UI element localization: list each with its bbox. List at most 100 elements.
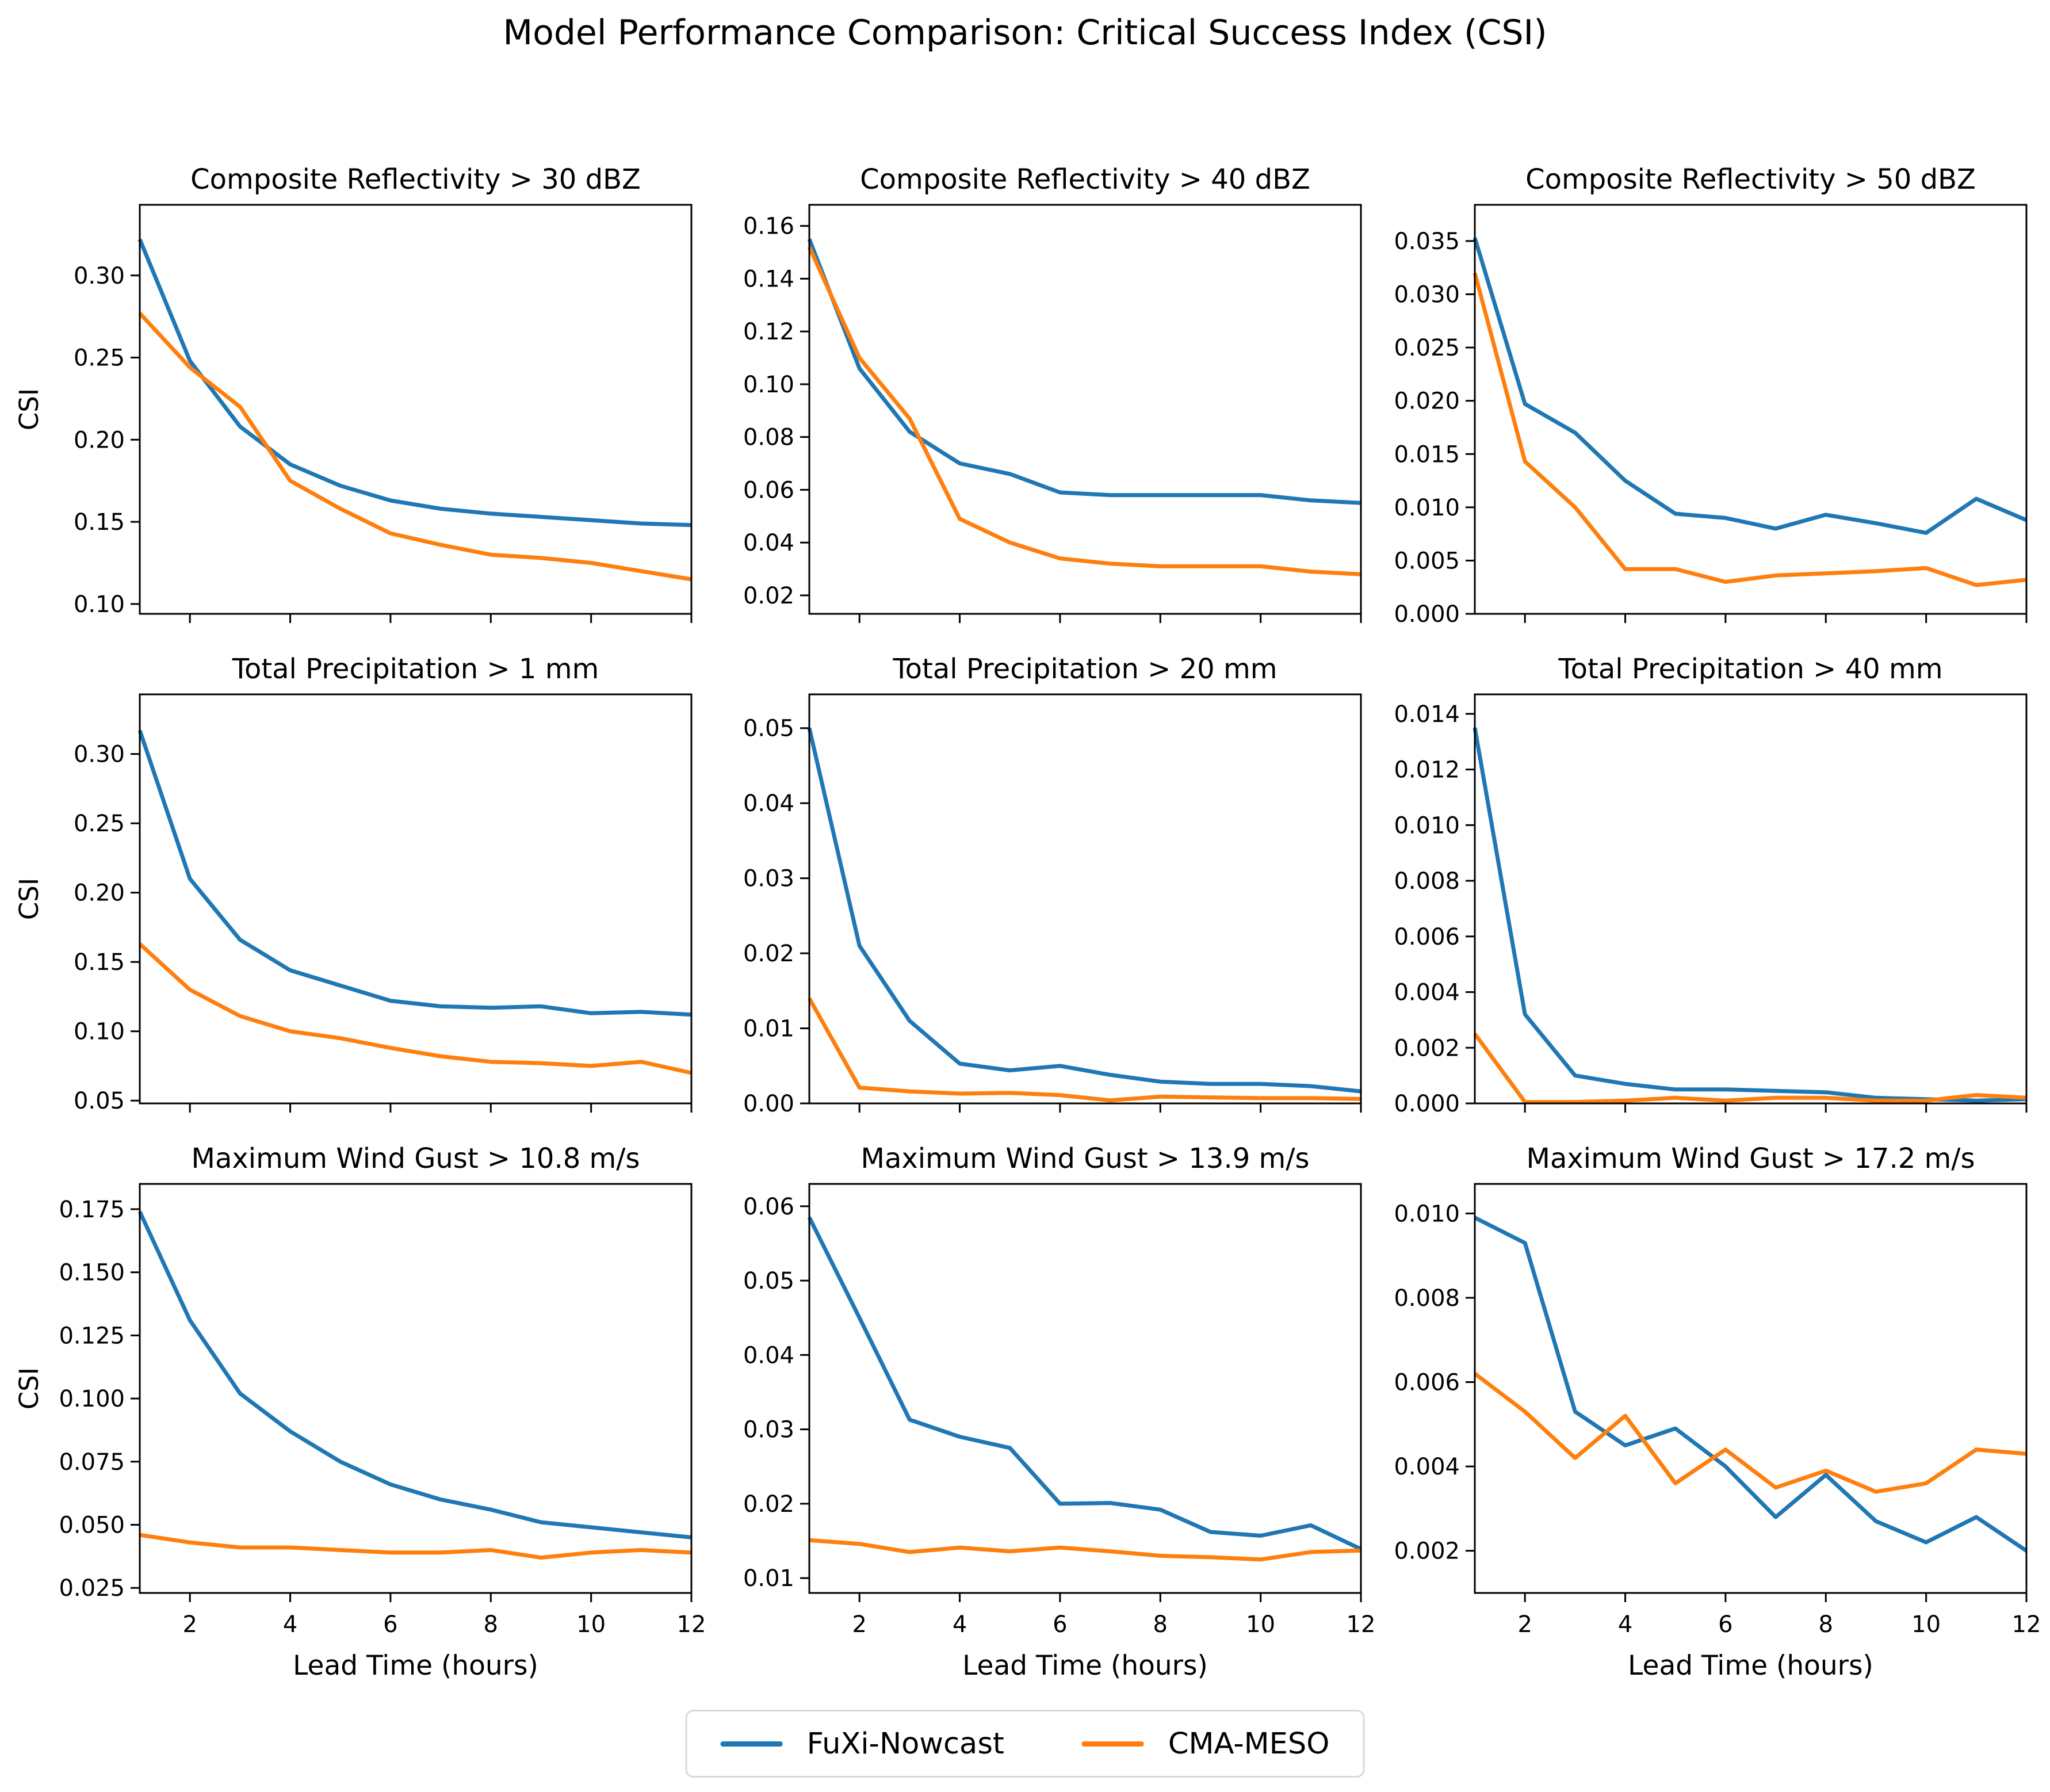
plot-area <box>1474 693 2028 1105</box>
y-tick-label: 0.00 <box>743 1091 794 1117</box>
y-tick-label: 0.05 <box>743 716 794 742</box>
chart-composite-reflectivity-40-dbz: Composite Reflectivity > 40 dBZ 0.02 0.04 0… <box>743 163 1362 623</box>
legend-label-fuxi-nowcast: FuXi-Nowcast <box>806 1726 1004 1761</box>
series-line-cma-meso <box>138 942 692 1075</box>
y-tick-label: 0.015 <box>1394 441 1460 468</box>
legend: FuXi-Nowcast CMA-MESO <box>685 1710 1365 1778</box>
y-tick-label: 0.01 <box>743 1016 794 1042</box>
y-tick-label: 0.010 <box>1394 812 1460 839</box>
y-tick-label: 0.100 <box>59 1386 125 1412</box>
series-line-cma-meso <box>1473 1033 2027 1105</box>
y-tick-label: 0.008 <box>1394 1285 1460 1312</box>
y-tick-label: 0.000 <box>1394 601 1460 628</box>
legend-line-cma-meso-icon <box>1081 1741 1144 1747</box>
subplot-title: Maximum Wind Gust > 10.8 m/s <box>192 1143 640 1175</box>
x-axis-label: Lead Time (hours) <box>1628 1650 1873 1682</box>
x-axis-label: Lead Time (hours) <box>293 1650 538 1682</box>
y-tick-label: 0.05 <box>743 1268 794 1294</box>
series-line-cma-meso <box>139 1533 692 1560</box>
y-tick-label: 0.06 <box>743 1194 794 1220</box>
y-tick-label: 0.01 <box>743 1565 794 1592</box>
y-tick-label: 0.014 <box>1394 701 1460 728</box>
y-tick-label: 0.010 <box>1394 495 1460 521</box>
plot-area <box>1474 1183 2028 1594</box>
y-tick-label: 0.10 <box>743 372 794 398</box>
subplot-title: Composite Reflectivity > 50 dBZ <box>1525 163 1976 196</box>
y-axis-label: CSI <box>14 388 44 430</box>
y-tick-label: 0.04 <box>743 530 794 556</box>
series-line-fuxi-nowcast <box>137 238 692 528</box>
y-tick-label: 0.02 <box>743 1491 794 1518</box>
subplot-title: Composite Reflectivity > 30 dBZ <box>190 163 641 196</box>
series-line-cma-meso <box>1473 1372 2027 1494</box>
y-tick-label: 0.05 <box>74 1088 125 1114</box>
chart-maximum-wind-gust-10.8-m-s: Maximum Wind Gust > 10.8 m/s 0.025 0.050 0.… <box>14 1143 706 1682</box>
y-tick-label: 0.25 <box>74 345 125 372</box>
series-line-cma-meso <box>138 312 692 582</box>
x-tick-label: 4 <box>953 1611 967 1638</box>
y-tick-label: 0.050 <box>59 1512 125 1539</box>
subplot-title: Maximum Wind Gust > 13.9 m/s <box>861 1143 1310 1175</box>
series-line-cma-meso <box>807 246 1361 576</box>
y-axis-label: CSI <box>14 1367 44 1409</box>
y-tick-label: 0.03 <box>743 866 794 892</box>
series-line-fuxi-nowcast <box>137 1210 692 1539</box>
subplot-title: Total Precipitation > 20 mm <box>893 653 1278 685</box>
chart-total-precipitation-20-mm: Total Precipitation > 20 mm 0.00 0.01 0.02 0… <box>743 653 1362 1117</box>
y-tick-label: 0.10 <box>74 1019 125 1045</box>
y-tick-label: 0.15 <box>74 949 125 976</box>
legend-label-cma-meso: CMA-MESO <box>1168 1726 1330 1761</box>
x-tick-label: 12 <box>2012 1611 2041 1638</box>
x-tick-label: 6 <box>1053 1611 1067 1638</box>
subplot-title: Maximum Wind Gust > 17.2 m/s <box>1527 1143 1975 1175</box>
plot-area <box>139 204 693 615</box>
y-tick-label: 0.06 <box>743 477 794 503</box>
chart-maximum-wind-gust-13.9-m-s: Maximum Wind Gust > 13.9 m/s 0.01 0.02 0.03… <box>743 1143 1376 1682</box>
y-tick-label: 0.020 <box>1394 388 1460 415</box>
subplot-title: Total Precipitation > 1 mm <box>232 653 599 685</box>
y-tick-label: 0.006 <box>1394 1370 1460 1396</box>
chart-composite-reflectivity-50-dbz: Composite Reflectivity > 50 dBZ 0.000 0.00… <box>1394 163 2028 628</box>
x-tick-label: 2 <box>852 1611 866 1638</box>
legend-line-fuxi-nowcast-icon <box>720 1741 783 1747</box>
chart-maximum-wind-gust-17.2-m-s: Maximum Wind Gust > 17.2 m/s 0.002 0.004 0.… <box>1394 1143 2041 1682</box>
x-tick-label: 10 <box>1911 1611 1941 1638</box>
series-line-cma-meso <box>1473 272 2027 587</box>
y-tick-label: 0.03 <box>743 1417 794 1443</box>
y-tick-label: 0.175 <box>59 1197 125 1223</box>
x-tick-label: 4 <box>283 1611 297 1638</box>
y-tick-label: 0.010 <box>1394 1201 1460 1227</box>
y-tick-label: 0.04 <box>743 1342 794 1369</box>
y-tick-label: 0.10 <box>74 591 125 618</box>
series-line-fuxi-nowcast <box>807 727 1361 1094</box>
series-line-fuxi-nowcast <box>1473 727 2027 1103</box>
y-tick-label: 0.006 <box>1394 924 1460 950</box>
chart-total-precipitation-40-mm: Total Precipitation > 40 mm 0.000 0.002 0.0… <box>1394 653 2028 1117</box>
y-tick-label: 0.002 <box>1394 1538 1460 1565</box>
series-line-cma-meso <box>807 997 1361 1103</box>
y-tick-label: 0.20 <box>74 427 125 453</box>
series-line-fuxi-nowcast <box>807 238 1361 505</box>
y-tick-label: 0.000 <box>1394 1091 1460 1117</box>
y-tick-label: 0.15 <box>74 509 125 536</box>
series-line-cma-meso <box>809 1538 1361 1562</box>
series-line-fuxi-nowcast <box>1473 237 2028 535</box>
x-tick-label: 4 <box>1618 1611 1632 1638</box>
legend-item-fuxi-nowcast: FuXi-Nowcast <box>720 1726 1004 1761</box>
x-tick-label: 2 <box>1517 1611 1532 1638</box>
x-tick-label: 10 <box>576 1611 606 1638</box>
chart-total-precipitation-1-mm: Total Precipitation > 1 mm 0.05 0.10 0.15 0.… <box>14 653 693 1114</box>
x-tick-label: 8 <box>1819 1611 1833 1638</box>
plot-area <box>808 204 1362 615</box>
y-tick-label: 0.025 <box>59 1575 125 1602</box>
y-tick-label: 0.02 <box>743 583 794 609</box>
y-tick-label: 0.004 <box>1394 980 1460 1006</box>
y-tick-label: 0.16 <box>743 213 794 240</box>
y-tick-label: 0.035 <box>1394 228 1460 255</box>
plot-area <box>808 693 1362 1105</box>
y-tick-label: 0.30 <box>74 742 125 768</box>
subplot-title: Composite Reflectivity > 40 dBZ <box>860 163 1310 196</box>
y-tick-label: 0.125 <box>59 1323 125 1349</box>
legend-item-cma-meso: CMA-MESO <box>1081 1726 1330 1761</box>
